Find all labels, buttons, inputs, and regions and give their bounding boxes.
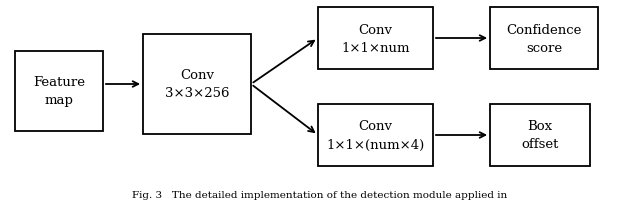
- Text: Conv
3×3×256: Conv 3×3×256: [164, 69, 229, 100]
- Text: Fig. 3   The detailed implementation of the detection module applied in: Fig. 3 The detailed implementation of th…: [132, 190, 508, 199]
- Text: Feature
map: Feature map: [33, 76, 85, 107]
- Text: Conv
1×1×(num×4): Conv 1×1×(num×4): [326, 120, 424, 151]
- Bar: [318, 8, 433, 70]
- Bar: [490, 104, 590, 166]
- Bar: [318, 104, 433, 166]
- Text: Box
offset: Box offset: [522, 120, 559, 151]
- Text: Conv
1×1×num: Conv 1×1×num: [341, 23, 410, 54]
- Bar: [490, 8, 598, 70]
- Bar: [15, 52, 103, 131]
- Text: Confidence
score: Confidence score: [506, 23, 582, 54]
- Bar: [143, 35, 251, 134]
